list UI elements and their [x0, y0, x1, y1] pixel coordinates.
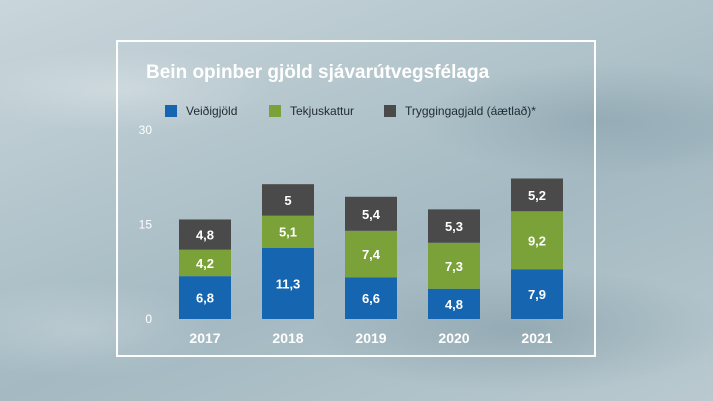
y-tick-label-1: 15 — [139, 218, 153, 232]
data-label-tekjuskattur-2021: 9,2 — [528, 233, 546, 248]
data-label-tekjuskattur-2017: 4,2 — [196, 256, 214, 271]
data-label-veidigjold-2017: 6,8 — [196, 291, 214, 306]
data-label-tryggingagjald-a-tlad-2021: 5,2 — [528, 188, 546, 203]
data-label-tryggingagjald-a-tlad-2018: 5 — [284, 193, 291, 208]
bar-veidigjold-2020 — [428, 288, 480, 319]
data-label-tekjuskattur-2020: 7,3 — [445, 259, 463, 274]
x-tick-label-2019: 2019 — [355, 330, 386, 346]
x-tick-label-2017: 2017 — [189, 330, 220, 346]
y-tick-label-2: 30 — [139, 123, 153, 137]
legend-swatch-tryggingagjald — [384, 105, 396, 117]
legend-item-veidigjold: Veiðigjöld — [165, 104, 237, 118]
legend-swatch-veidigjold — [165, 105, 177, 117]
bar-tryggingagjald-a-tlad-2018 — [262, 184, 314, 216]
bar-tryggingagjald-a-tlad-2017 — [179, 219, 231, 250]
bar-tekjuskattur-2018 — [262, 215, 314, 248]
bar-tekjuskattur-2019 — [345, 230, 397, 278]
bar-veidigjold-2019 — [345, 277, 397, 319]
bar-veidigjold-2018 — [262, 247, 314, 319]
data-label-veidigjold-2019: 6,6 — [362, 291, 380, 306]
data-label-tekjuskattur-2018: 5,1 — [279, 225, 297, 240]
bar-tekjuskattur-2020 — [428, 242, 480, 289]
x-tick-label-2018: 2018 — [272, 330, 303, 346]
chart-title: Bein opinber gjöld sjávarútvegsfélaga — [146, 62, 490, 83]
data-label-tekjuskattur-2019: 7,4 — [362, 247, 381, 262]
chart-legend: Veiðigjöld Tekjuskattur Tryggingagjald (… — [0, 104, 713, 122]
x-tick-label-2020: 2020 — [438, 330, 469, 346]
data-label-tryggingagjald-a-tlad-2020: 5,3 — [445, 219, 463, 234]
legend-swatch-tekjuskattur — [269, 105, 281, 117]
legend-item-tryggingagjald: Tryggingagjald (áætlað)* — [384, 104, 536, 118]
chart-frame — [116, 40, 596, 357]
bar-tryggingagjald-a-tlad-2019 — [345, 196, 397, 231]
legend-label-tryggingagjald: Tryggingagjald (áætlað)* — [405, 104, 536, 118]
legend-item-tekjuskattur: Tekjuskattur — [269, 104, 354, 118]
bar-veidigjold-2021 — [511, 269, 563, 319]
data-label-veidigjold-2021: 7,9 — [528, 287, 546, 302]
data-label-veidigjold-2020: 4,8 — [445, 297, 463, 312]
bar-tekjuskattur-2021 — [511, 211, 563, 270]
bar-tryggingagjald-a-tlad-2021 — [511, 178, 563, 212]
bar-veidigjold-2017 — [179, 276, 231, 319]
legend-label-tekjuskattur: Tekjuskattur — [290, 104, 355, 118]
data-label-tryggingagjald-a-tlad-2019: 5,4 — [362, 207, 381, 222]
x-tick-label-2021: 2021 — [521, 330, 552, 346]
legend-label-veidigjold: Veiðigjöld — [186, 104, 238, 118]
bar-tryggingagjald-a-tlad-2020 — [428, 209, 480, 243]
data-label-tryggingagjald-a-tlad-2017: 4,8 — [196, 228, 214, 243]
bar-tekjuskattur-2017 — [179, 249, 231, 277]
data-label-veidigjold-2018: 11,3 — [276, 276, 301, 291]
y-tick-label-0: 0 — [145, 312, 152, 326]
